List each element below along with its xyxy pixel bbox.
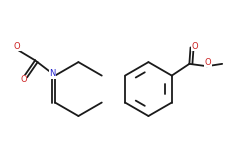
Text: O: O — [14, 42, 20, 51]
Text: O: O — [192, 42, 198, 51]
Text: O: O — [20, 75, 27, 84]
Text: N: N — [49, 69, 56, 78]
Text: O: O — [205, 58, 212, 67]
